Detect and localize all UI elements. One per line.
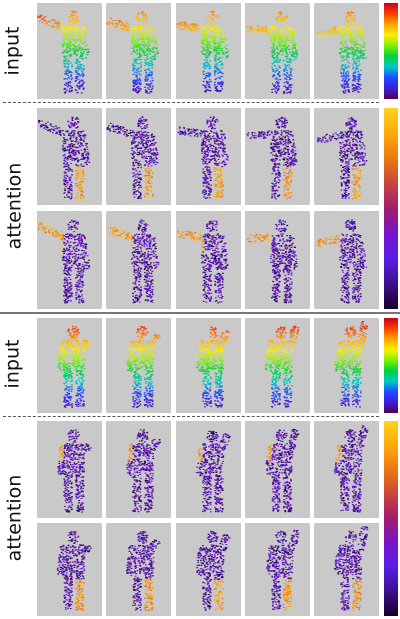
point-cloud-figure [106, 11, 160, 94]
point-cloud-figure [196, 326, 230, 408]
colorbar-input-2 [384, 318, 398, 413]
point-cloud-figure [126, 530, 161, 611]
panel-s1-input-r0-c2 [176, 3, 241, 99]
point-cloud-figure [37, 10, 90, 94]
point-cloud-figure [56, 325, 92, 408]
panel-s2-attn-r4-c0 [37, 421, 102, 518]
panel-s2-attn-r5-c1 [106, 523, 171, 616]
panel-s2-attn-r5-c2 [176, 523, 241, 616]
panel-s2-attn-r5-c0 [37, 523, 102, 616]
point-cloud-figure [38, 116, 91, 200]
point-cloud-figure [266, 529, 300, 611]
panel-s1-attn-r2-c4 [314, 211, 379, 309]
point-cloud-figure [264, 325, 300, 408]
panel-s2-attn-r4-c3 [245, 421, 310, 518]
panel-s2-input-r3-c2 [176, 318, 241, 413]
point-cloud-figure [245, 11, 299, 94]
panel-s1-attn-r2-c0 [37, 211, 102, 309]
point-cloud-figure [316, 116, 368, 200]
panel-s1-attn-r1-c2 [176, 108, 241, 205]
colorbar-attention-1 [384, 108, 398, 309]
panel-s1-attn-r1-c4 [314, 108, 379, 205]
point-cloud-figure [57, 429, 92, 513]
point-cloud-figure [177, 220, 229, 304]
panel-s1-input-r0-c0 [37, 3, 102, 99]
section-label-attention-2: attention [3, 474, 26, 562]
point-cloud-figure [333, 425, 369, 513]
point-cloud-figure [56, 531, 92, 611]
colorbar-input-1 [384, 3, 398, 99]
colorbar-attention-2 [384, 421, 398, 616]
point-cloud-figure [315, 11, 367, 94]
panel-s1-attn-r2-c3 [245, 211, 310, 309]
panel-s2-attn-r4-c4 [314, 421, 379, 518]
section-divider-1 [3, 102, 379, 103]
section-label-input-2: input [1, 339, 24, 389]
point-cloud-figure [333, 526, 369, 611]
panel-s1-input-r0-c3 [245, 3, 310, 99]
panel-s2-attn-r4-c2 [176, 421, 241, 518]
panel-s1-input-r0-c4 [314, 3, 379, 99]
panel-s1-attn-r1-c3 [245, 108, 310, 205]
panel-s1-attn-r2-c1 [106, 211, 171, 309]
panel-s1-attn-r1-c1 [106, 108, 171, 205]
panel-s1-input-r0-c1 [106, 3, 171, 99]
section-divider-2 [3, 416, 379, 417]
panel-s1-attn-r2-c2 [176, 211, 241, 309]
panel-s2-input-r3-c1 [106, 318, 171, 413]
panel-s1-attn-r1-c0 [37, 108, 102, 205]
group-separator [0, 312, 400, 314]
point-cloud-figure [246, 116, 298, 200]
panel-s2-input-r3-c4 [314, 318, 379, 413]
point-cloud-figure [37, 219, 91, 304]
point-cloud-figure [316, 219, 368, 304]
point-cloud-figure [176, 10, 230, 93]
point-cloud-figure [106, 219, 160, 304]
panel-s2-attn-r5-c4 [314, 523, 379, 616]
point-cloud-figure [196, 530, 231, 611]
point-cloud-figure [126, 326, 161, 408]
point-cloud-figure [265, 428, 300, 513]
point-cloud-figure [106, 116, 159, 199]
point-cloud-figure [177, 116, 229, 200]
point-cloud-figure [246, 219, 298, 304]
panel-s2-attn-r5-c3 [245, 523, 310, 616]
section-label-attention-1: attention [3, 162, 26, 250]
panel-s2-input-r3-c0 [37, 318, 102, 413]
point-cloud-figure [334, 321, 369, 408]
point-cloud-figure [195, 430, 231, 513]
panel-s2-input-r3-c3 [245, 318, 310, 413]
section-label-input-1: input [1, 26, 24, 76]
panel-s2-attn-r4-c1 [106, 421, 171, 518]
point-cloud-figure [126, 429, 161, 513]
